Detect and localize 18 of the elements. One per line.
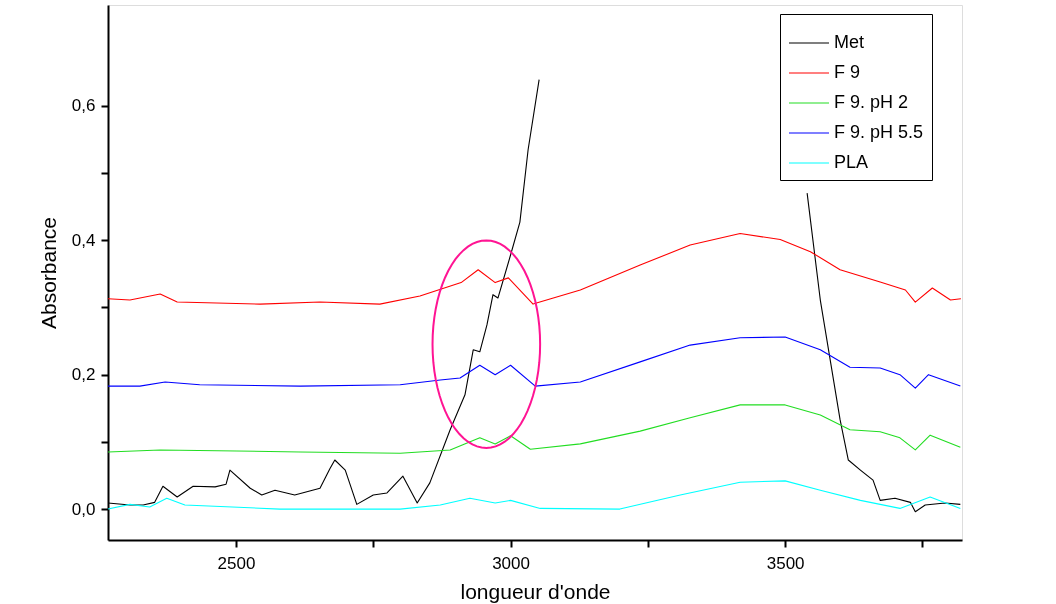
y-tick-label: 0,6: [71, 96, 96, 116]
line-series: [107, 336, 961, 389]
x-tick-label: 3000: [492, 553, 530, 573]
y-axis-title: Absorbance: [36, 216, 60, 330]
y-tick-label: 0,0: [71, 499, 96, 519]
line-series: [107, 404, 961, 454]
line-series: [107, 232, 962, 305]
x-tick-label: 3500: [766, 553, 805, 573]
legend-label: PLA: [834, 152, 869, 172]
y-tick-label: 0,4: [71, 230, 96, 250]
legend-label: Met: [834, 32, 865, 52]
y-tick-label: 0,2: [71, 365, 96, 385]
legend-label: F 9. pH 5.5: [834, 122, 924, 142]
line-series: [107, 480, 961, 510]
x-axis-title: longueur d'onde: [460, 579, 611, 603]
x-tick-label: 2500: [217, 553, 256, 573]
legend-label: F 9. pH 2: [834, 92, 909, 112]
legend-label: F 9: [834, 62, 861, 82]
